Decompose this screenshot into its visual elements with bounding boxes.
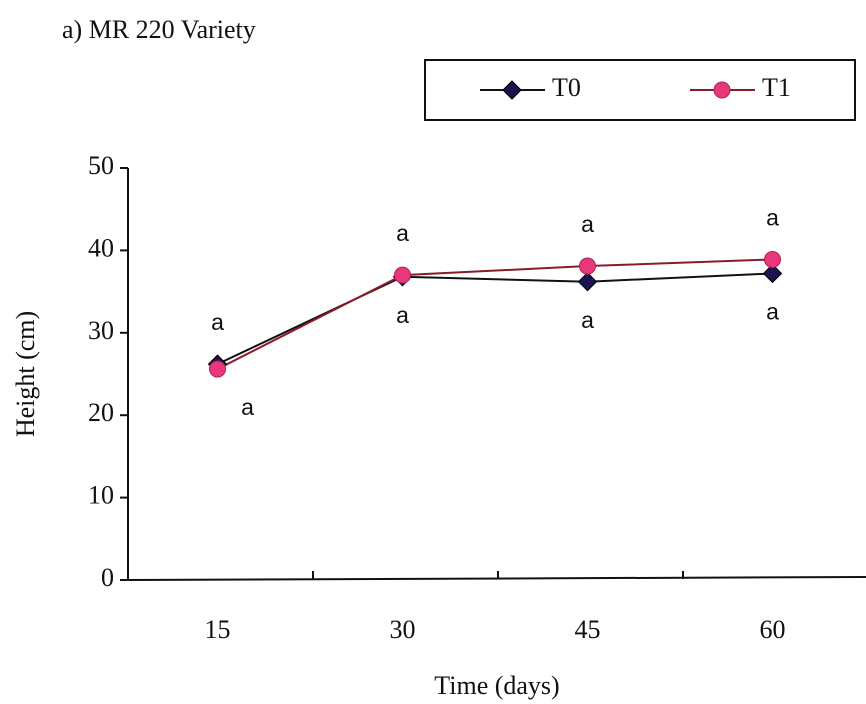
y-tick-label: 20 <box>88 398 114 427</box>
series-line <box>217 258 773 370</box>
point <box>764 250 781 268</box>
series-line <box>217 272 773 366</box>
y-tick-label: 30 <box>88 316 114 345</box>
y-tick-label: 40 <box>88 233 114 262</box>
x-axis-label: Time (days) <box>434 671 559 700</box>
point <box>579 257 596 275</box>
legend-marker <box>713 81 731 99</box>
significance-letter: a <box>581 307 594 333</box>
significance-letter: a <box>211 309 224 335</box>
legend-marker <box>502 80 522 100</box>
significance-letter: a <box>766 299 779 325</box>
significance-letter: a <box>241 394 254 420</box>
x-tick-label: 45 <box>575 615 601 644</box>
chart-title: a) MR 220 Variety <box>62 15 256 44</box>
point <box>762 263 783 284</box>
y-tick-label: 0 <box>101 563 114 592</box>
significance-letter: a <box>396 220 409 246</box>
significance-letter: a <box>581 211 594 237</box>
y-axis-label: Height (cm) <box>11 311 40 437</box>
x-tick-label: 15 <box>205 615 231 644</box>
point <box>394 266 411 284</box>
point <box>209 360 226 378</box>
legend-label: T1 <box>762 73 791 102</box>
significance-letter: a <box>766 205 779 231</box>
y-tick-label: 10 <box>88 481 114 510</box>
y-tick-label: 50 <box>88 151 114 180</box>
legend-label: T0 <box>552 73 581 102</box>
x-tick-label: 30 <box>390 615 416 644</box>
significance-letter: a <box>396 302 409 328</box>
x-tick-label: 60 <box>760 615 786 644</box>
point <box>577 272 598 292</box>
